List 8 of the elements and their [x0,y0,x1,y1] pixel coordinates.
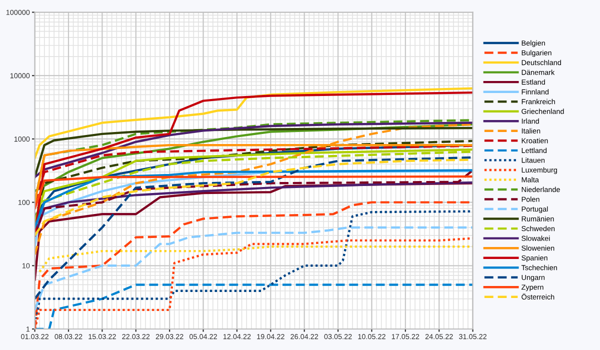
line-series [34,170,473,248]
line-series [34,91,473,237]
line-series [34,123,473,192]
line-series [34,175,473,210]
line-series [34,226,473,312]
line-series [34,123,473,256]
line-series [34,156,473,300]
line-series [34,87,473,160]
